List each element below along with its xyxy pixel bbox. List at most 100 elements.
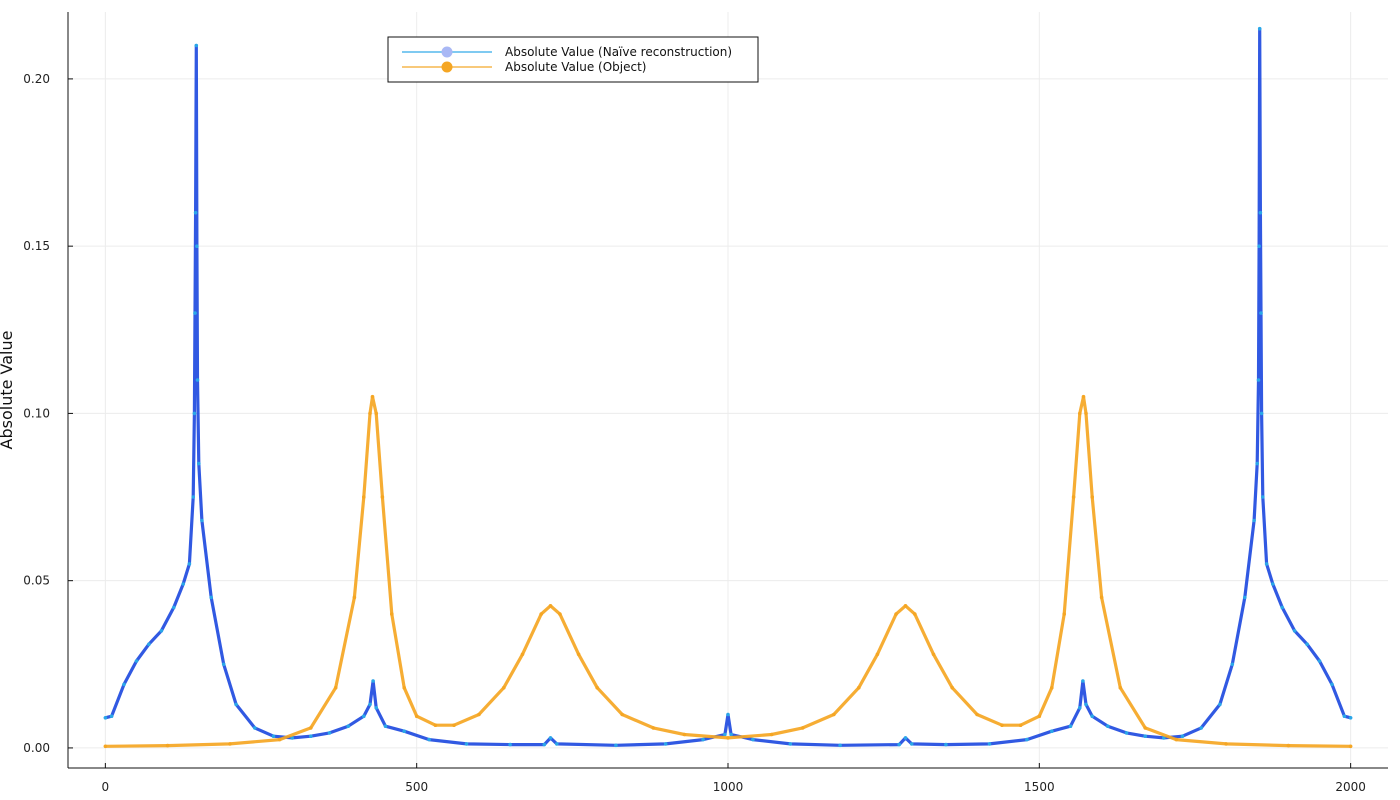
legend-label-1: Absolute Value (Object) [505, 60, 646, 74]
data-point [1143, 726, 1147, 730]
data-point [352, 595, 357, 600]
data-point [1230, 662, 1235, 667]
data-point [539, 612, 543, 616]
legend-marker-1 [441, 61, 453, 73]
data-point [191, 495, 195, 499]
data-point [788, 742, 793, 746]
data-point [1317, 659, 1322, 663]
data-point [1000, 723, 1004, 727]
data-point [1106, 724, 1110, 728]
data-point [374, 706, 379, 710]
data-point [1257, 26, 1262, 31]
data-point [1224, 742, 1228, 746]
data-point [1252, 518, 1256, 523]
data-point [1280, 605, 1284, 610]
data-point [701, 737, 705, 742]
data-point [950, 685, 954, 690]
data-point [309, 726, 313, 730]
data-point [1090, 495, 1094, 499]
data-point [1330, 682, 1334, 687]
data-point [1348, 744, 1353, 749]
data-point [1218, 702, 1222, 707]
y-tick-label: 0.00 [23, 741, 50, 755]
data-point [427, 737, 431, 742]
data-point [1261, 495, 1265, 499]
data-point [1258, 210, 1263, 215]
data-point [290, 736, 295, 740]
data-point [1255, 461, 1259, 466]
data-point [1257, 244, 1261, 248]
data-point [1018, 723, 1023, 727]
data-point [1243, 595, 1247, 600]
data-point [200, 518, 204, 523]
data-point [109, 714, 114, 718]
data-point [1037, 714, 1042, 718]
x-tick-label: 2000 [1335, 780, 1366, 794]
data-point [542, 742, 547, 747]
data-point [1071, 495, 1076, 499]
data-point [769, 732, 774, 737]
data-point [402, 685, 407, 690]
y-tick-label: 0.05 [23, 574, 50, 588]
data-point [122, 682, 126, 687]
data-point [134, 659, 139, 663]
data-point [187, 562, 192, 566]
data-point [1062, 612, 1066, 616]
data-point [726, 736, 730, 740]
data-point [194, 43, 199, 48]
data-point [172, 605, 176, 610]
series-markers-0 [103, 26, 1353, 748]
data-point [651, 726, 656, 730]
data-point [193, 311, 197, 315]
data-point [1068, 724, 1073, 728]
data-point [595, 685, 599, 690]
data-point [165, 743, 170, 748]
data-point [1050, 729, 1054, 733]
grid [68, 12, 1388, 768]
data-point [195, 244, 199, 248]
data-point [620, 712, 624, 717]
data-point [1084, 411, 1088, 416]
data-point [1199, 726, 1203, 730]
x-tick-labels: 0 500 1000 1500 2000 [102, 780, 1366, 794]
data-point [913, 612, 917, 616]
data-point [751, 737, 755, 742]
data-point [370, 394, 375, 399]
data-point [103, 716, 108, 720]
data-point [1286, 743, 1291, 748]
data-point [402, 729, 407, 733]
data-point [897, 742, 901, 747]
data-point [1143, 734, 1147, 738]
legend-marker-0 [441, 46, 453, 58]
data-point [234, 702, 238, 707]
data-point [558, 612, 562, 616]
x-tick-label: 0 [102, 780, 110, 794]
data-point [1259, 311, 1263, 315]
data-point [390, 612, 394, 616]
data-point [197, 461, 201, 466]
data-point [1081, 679, 1085, 683]
data-point [729, 732, 733, 737]
data-point [433, 723, 438, 727]
data-point [1025, 737, 1029, 742]
data-point [333, 685, 338, 690]
series-group [103, 26, 1353, 749]
data-point [368, 411, 372, 416]
data-point [903, 604, 908, 608]
data-point [193, 210, 198, 215]
data-point [502, 685, 506, 690]
y-tick-label: 0.10 [23, 406, 50, 420]
data-point [1305, 642, 1309, 646]
x-tick-label: 500 [405, 780, 428, 794]
data-point [362, 714, 366, 718]
data-point [903, 736, 908, 740]
data-point [221, 662, 226, 667]
data-point [682, 732, 687, 737]
data-point [374, 411, 379, 416]
data-point [1271, 582, 1275, 586]
data-point [371, 679, 375, 683]
data-point [723, 732, 727, 737]
y-tick-label: 0.15 [23, 239, 50, 253]
data-point [987, 742, 992, 746]
